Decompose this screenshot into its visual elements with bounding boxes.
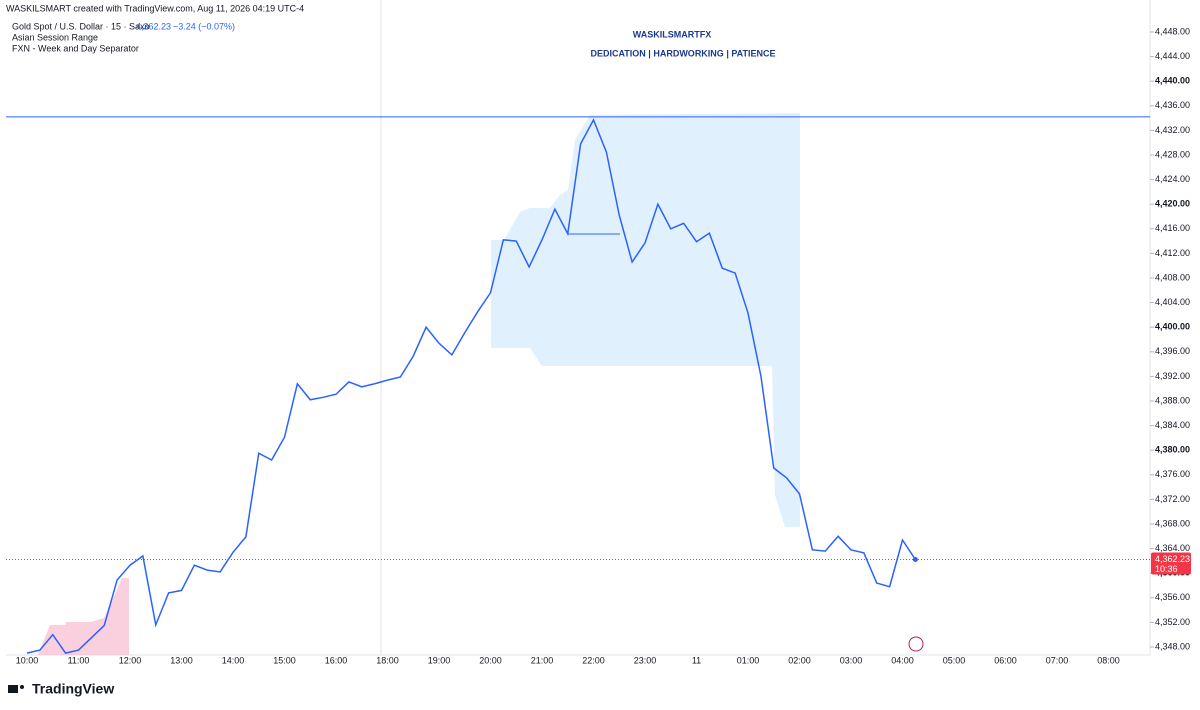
y-tick-label: 4,348.00 <box>1155 641 1190 651</box>
y-tick-label: 4,368.00 <box>1155 518 1190 528</box>
y-tick-label: 4,432.00 <box>1155 125 1190 135</box>
y-tick-label: 4,356.00 <box>1155 592 1190 602</box>
y-tick-label: 4,448.00 <box>1155 26 1190 36</box>
y-tick-label: 4,436.00 <box>1155 100 1190 110</box>
y-tick-label: 4,408.00 <box>1155 272 1190 282</box>
x-tick-label: 01:00 <box>737 655 760 665</box>
y-tick-label: 4,384.00 <box>1155 420 1190 430</box>
alert-icon[interactable] <box>908 636 924 652</box>
y-tick-label: 4,404.00 <box>1155 297 1190 307</box>
x-tick-label: 11 <box>692 655 701 665</box>
x-tick-label: 10:00 <box>16 655 39 665</box>
logo-mark <box>20 685 24 689</box>
y-tick-label: 4,396.00 <box>1155 346 1190 356</box>
y-tick-label: 4,392.00 <box>1155 371 1190 381</box>
x-tick-label: 04:00 <box>891 655 914 665</box>
x-tick-label: 08:00 <box>1097 655 1120 665</box>
x-tick-label: 11:00 <box>68 655 90 665</box>
y-tick-label: 4,428.00 <box>1155 149 1190 159</box>
symbol: Gold Spot / U.S. Dollar · 15 · Saxo <box>12 21 150 31</box>
x-tick-label: 21:00 <box>531 655 554 665</box>
price-tag <box>1151 552 1191 575</box>
credit: WASKILSMART created with TradingView.com… <box>6 3 304 13</box>
session-range-blue <box>491 113 800 527</box>
x-tick-label: 15:00 <box>273 655 296 665</box>
session-range-pink <box>38 578 129 655</box>
countdown: 10:36 <box>1155 564 1178 574</box>
y-tick-label: 4,416.00 <box>1155 223 1190 233</box>
y-tick-label: 4,400.00 <box>1155 322 1190 332</box>
price-line-series <box>26 118 917 655</box>
y-tick-label: 4,380.00 <box>1155 445 1190 455</box>
watermark: WASKILSMARTFX <box>633 29 712 39</box>
y-tick-label: 4,440.00 <box>1155 76 1190 86</box>
y-tick-label: 4,420.00 <box>1155 199 1190 209</box>
x-tick-label: 03:00 <box>840 655 863 665</box>
x-tick-label: 14:00 <box>222 655 245 665</box>
x-tick-label: 13:00 <box>170 655 193 665</box>
x-tick-label: 05:00 <box>943 655 966 665</box>
indicator: FXN - Week and Day Separator <box>12 43 139 53</box>
y-tick-label: 4,424.00 <box>1155 174 1190 184</box>
x-tick-label: 23:00 <box>634 655 657 665</box>
x-tick-label: 19:00 <box>428 655 451 665</box>
y-tick-label: 4,412.00 <box>1155 248 1190 258</box>
indicator: Asian Session Range <box>12 32 98 42</box>
x-tick-label: 12:00 <box>119 655 142 665</box>
logo-text: TradingView <box>32 681 114 697</box>
x-tick-label: 16:00 <box>325 655 348 665</box>
x-tick-label: 07:00 <box>1046 655 1069 665</box>
price-tag-label: 4,362.23 <box>1155 554 1190 564</box>
y-tick-label: 4,372.00 <box>1155 494 1190 504</box>
x-tick-label: 06:00 <box>994 655 1017 665</box>
x-tick-label: 18:00 <box>376 655 399 665</box>
last-point <box>912 556 918 562</box>
price: 4,362.23 <box>136 21 171 31</box>
y-tick-label: 4,352.00 <box>1155 617 1190 627</box>
y-tick-label: 4,376.00 <box>1155 469 1190 479</box>
tagline: DEDICATION | HARDWORKING | PATIENCE <box>590 48 775 58</box>
logo: TradingView <box>8 681 114 697</box>
y-tick-label: 4,444.00 <box>1155 51 1190 61</box>
y-tick-label: 4,364.00 <box>1155 543 1190 553</box>
x-tick-label: 22:00 <box>582 655 605 665</box>
change: −3.24 (−0.07%) <box>173 21 235 31</box>
logo-mark <box>8 685 18 693</box>
y-tick-label: 4,388.00 <box>1155 395 1190 405</box>
x-tick-label: 02:00 <box>788 655 811 665</box>
x-tick-label: 20:00 <box>479 655 502 665</box>
